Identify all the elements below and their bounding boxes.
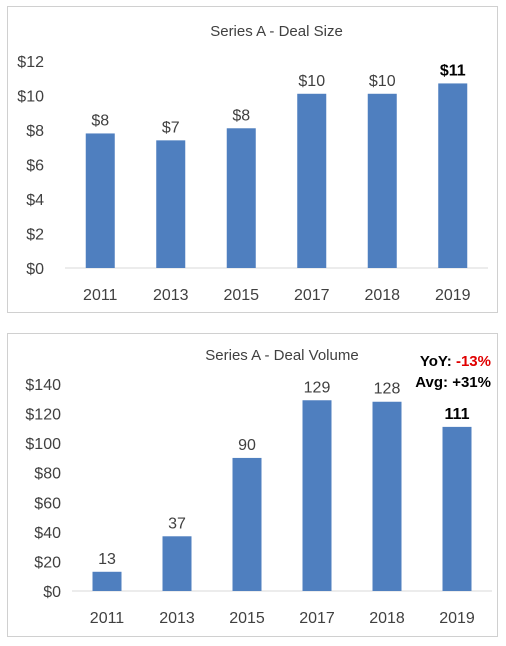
bar: [438, 83, 468, 268]
y-tick-label: $0: [43, 584, 61, 601]
y-tick-label: $140: [25, 377, 61, 394]
growth-callout: YoY: -13% Avg: +31%: [415, 351, 491, 393]
data-label: $11: [440, 62, 466, 79]
data-label: 129: [304, 379, 331, 396]
data-label: 90: [238, 437, 256, 454]
bar: [162, 536, 192, 591]
bar: [226, 128, 256, 268]
chart-title: Series A - Deal Volume: [205, 347, 358, 364]
bar: [367, 93, 397, 269]
y-tick-label: $80: [34, 466, 61, 483]
y-tick-label: $0: [26, 261, 44, 278]
avg-line: Avg: +31%: [415, 372, 491, 393]
deal-size-chart-svg: Series A - Deal Size $0 $2 $4 $6 $8 $10 $12 $8 20…: [17, 23, 488, 304]
x-tick-label: 2011: [90, 610, 125, 627]
data-label: $8: [232, 107, 250, 124]
x-tick-label: 2011: [83, 287, 118, 304]
y-tick-label: $40: [34, 525, 61, 542]
x-tick-label: 2017: [299, 610, 335, 627]
y-tick-label: $60: [34, 495, 61, 512]
avg-label: Avg:: [415, 374, 449, 391]
x-tick-label: 2019: [435, 287, 471, 304]
y-tick-label: $10: [17, 89, 44, 106]
y-tick-label: $100: [25, 436, 61, 453]
x-tick-label: 2017: [294, 287, 330, 304]
data-label: 37: [168, 515, 186, 532]
data-label: 111: [445, 406, 470, 423]
bar: [372, 401, 402, 591]
yoy-value: -13%: [455, 353, 491, 370]
deal-volume-chart: Series A - Deal Volume $0 $20 $40 $60 $80 $100…: [7, 333, 498, 637]
deal-volume-chart-svg: Series A - Deal Volume $0 $20 $40 $60 $80 $100…: [25, 347, 492, 627]
bar: [297, 93, 327, 269]
x-tick-label: 2015: [229, 610, 265, 627]
bar: [302, 400, 332, 591]
data-label: $10: [298, 73, 325, 90]
x-tick-label: 2013: [159, 610, 195, 627]
avg-value: +31%: [452, 374, 491, 391]
chart-title: Series A - Deal Size: [210, 23, 343, 40]
data-label: 13: [98, 551, 116, 568]
x-tick-label: 2019: [439, 610, 475, 627]
y-tick-label: $6: [26, 158, 44, 175]
x-tick-label: 2018: [369, 610, 405, 627]
y-tick-label: $2: [26, 227, 44, 244]
y-tick-label: $8: [26, 123, 44, 140]
data-label: $8: [91, 112, 109, 129]
bar: [156, 140, 186, 268]
bar: [442, 426, 472, 591]
bar: [92, 571, 122, 591]
y-tick-label: $4: [26, 192, 44, 209]
x-tick-label: 2015: [223, 287, 259, 304]
data-label: $10: [369, 73, 396, 90]
bar: [232, 457, 262, 591]
yoy-line: YoY: -13%: [415, 351, 491, 372]
data-label: $7: [162, 119, 180, 136]
bar: [85, 133, 115, 268]
deal-size-chart: Series A - Deal Size $0 $2 $4 $6 $8 $10 $12 $8 20…: [7, 6, 498, 313]
x-tick-label: 2018: [364, 287, 400, 304]
y-tick-label: $20: [34, 554, 61, 571]
y-tick-label: $12: [17, 54, 44, 71]
y-tick-label: $120: [25, 407, 61, 424]
data-label: 128: [374, 381, 401, 398]
x-tick-label: 2013: [153, 287, 189, 304]
yoy-label: YoY:: [419, 353, 452, 370]
